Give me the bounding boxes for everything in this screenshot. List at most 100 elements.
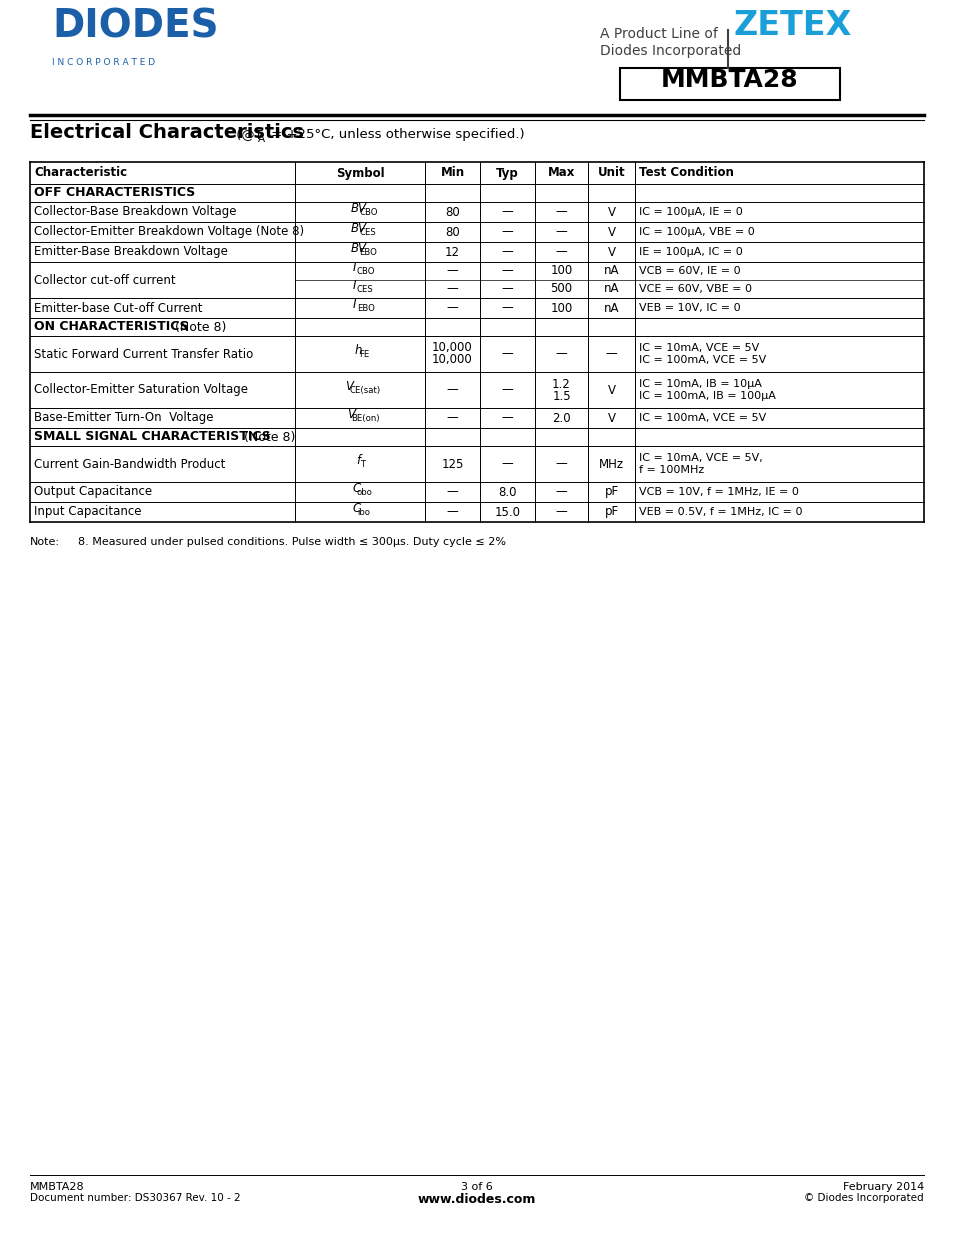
Text: —: — <box>605 347 617 361</box>
Text: CES: CES <box>356 285 373 294</box>
Text: 500: 500 <box>550 283 572 295</box>
Text: —: — <box>501 205 513 219</box>
Text: 80: 80 <box>445 226 459 238</box>
Text: A: A <box>257 135 265 144</box>
Text: BE(on): BE(on) <box>351 414 379 422</box>
Text: Base-Emitter Turn-On  Voltage: Base-Emitter Turn-On Voltage <box>34 411 213 425</box>
Text: T: T <box>360 459 365 469</box>
Text: = +25°C, unless otherwise specified.): = +25°C, unless otherwise specified.) <box>267 128 524 141</box>
Text: Document number: DS30367 Rev. 10 - 2: Document number: DS30367 Rev. 10 - 2 <box>30 1193 240 1203</box>
Text: 8.0: 8.0 <box>497 485 517 499</box>
Text: © Diodes Incorporated: © Diodes Incorporated <box>803 1193 923 1203</box>
Text: MMBTA28: MMBTA28 <box>660 68 798 91</box>
Text: Unit: Unit <box>598 167 624 179</box>
Text: 12: 12 <box>444 246 459 258</box>
Text: I: I <box>352 261 355 274</box>
Text: 3 of 6: 3 of 6 <box>460 1182 493 1192</box>
Text: Collector-Base Breakdown Voltage: Collector-Base Breakdown Voltage <box>34 205 236 219</box>
Text: —: — <box>501 347 513 361</box>
Text: —: — <box>555 457 567 471</box>
Text: (Note 8): (Note 8) <box>167 321 226 333</box>
Text: —: — <box>446 485 457 499</box>
Text: EBO: EBO <box>356 304 375 312</box>
Text: VCE = 60V, VBE = 0: VCE = 60V, VBE = 0 <box>639 284 751 294</box>
Text: 100: 100 <box>550 264 572 278</box>
Text: 8. Measured under pulsed conditions. Pulse width ≤ 300μs. Duty cycle ≤ 2%: 8. Measured under pulsed conditions. Pul… <box>78 537 505 547</box>
Text: IC = 10mA, VCE = 5V: IC = 10mA, VCE = 5V <box>639 343 759 353</box>
Text: V: V <box>607 205 615 219</box>
Text: V: V <box>607 384 615 396</box>
Text: —: — <box>501 246 513 258</box>
Text: VEB = 10V, IC = 0: VEB = 10V, IC = 0 <box>639 303 740 312</box>
Text: February 2014: February 2014 <box>841 1182 923 1192</box>
Text: (@T: (@T <box>232 128 262 141</box>
Text: Min: Min <box>440 167 464 179</box>
Text: —: — <box>555 205 567 219</box>
Text: OFF CHARACTERISTICS: OFF CHARACTERISTICS <box>34 186 195 200</box>
Text: IC = 100μA, IE = 0: IC = 100μA, IE = 0 <box>639 207 742 217</box>
Text: (Note 8): (Note 8) <box>235 431 295 443</box>
Text: IC = 10mA, VCE = 5V,: IC = 10mA, VCE = 5V, <box>639 453 762 463</box>
Text: —: — <box>446 505 457 519</box>
Text: IC = 10mA, IB = 10μA: IC = 10mA, IB = 10μA <box>639 379 761 389</box>
Text: 1.2: 1.2 <box>552 378 570 390</box>
Text: ZETEX: ZETEX <box>733 9 851 42</box>
Text: —: — <box>501 411 513 425</box>
Text: MHz: MHz <box>598 457 623 471</box>
Text: V: V <box>347 408 355 421</box>
Text: C: C <box>352 501 360 515</box>
Text: 100: 100 <box>550 301 572 315</box>
Text: IC = 100mA, IB = 100μA: IC = 100mA, IB = 100μA <box>639 391 775 401</box>
Text: 125: 125 <box>441 457 463 471</box>
Text: —: — <box>555 246 567 258</box>
Text: Test Condition: Test Condition <box>639 167 733 179</box>
Text: FE: FE <box>358 350 369 359</box>
Text: Symbol: Symbol <box>335 167 384 179</box>
Text: h: h <box>354 345 361 357</box>
Text: V: V <box>607 246 615 258</box>
Text: nA: nA <box>603 301 618 315</box>
Text: BV: BV <box>350 242 366 254</box>
Text: —: — <box>501 226 513 238</box>
Text: 1.5: 1.5 <box>552 389 570 403</box>
Text: 2.0: 2.0 <box>552 411 570 425</box>
Text: —: — <box>501 283 513 295</box>
Text: f: f <box>355 454 359 467</box>
Text: —: — <box>446 283 457 295</box>
Text: Emitter-Base Breakdown Voltage: Emitter-Base Breakdown Voltage <box>34 246 228 258</box>
Text: Characteristic: Characteristic <box>34 167 127 179</box>
Text: ibo: ibo <box>356 508 370 517</box>
Text: www.diodes.com: www.diodes.com <box>417 1193 536 1207</box>
Text: I N C O R P O R A T E D: I N C O R P O R A T E D <box>52 58 155 67</box>
Text: —: — <box>501 384 513 396</box>
Text: —: — <box>501 264 513 278</box>
Text: C: C <box>352 482 360 495</box>
Text: Collector-Emitter Breakdown Voltage (Note 8): Collector-Emitter Breakdown Voltage (Not… <box>34 226 304 238</box>
Text: BV: BV <box>350 203 366 215</box>
Text: MMBTA28: MMBTA28 <box>30 1182 85 1192</box>
Text: V: V <box>345 380 353 393</box>
Text: —: — <box>555 505 567 519</box>
Text: BV: BV <box>350 222 366 235</box>
Text: —: — <box>555 226 567 238</box>
Text: 10,000: 10,000 <box>432 353 473 367</box>
Text: Emitter-base Cut-off Current: Emitter-base Cut-off Current <box>34 301 202 315</box>
Text: V: V <box>607 411 615 425</box>
Text: pF: pF <box>604 485 618 499</box>
Text: VCB = 10V, f = 1MHz, IE = 0: VCB = 10V, f = 1MHz, IE = 0 <box>639 487 798 496</box>
Text: Diodes Incorporated: Diodes Incorporated <box>599 44 740 58</box>
Text: 10,000: 10,000 <box>432 342 473 354</box>
Text: Electrical Characteristics: Electrical Characteristics <box>30 124 304 142</box>
Text: VCB = 60V, IE = 0: VCB = 60V, IE = 0 <box>639 266 740 275</box>
Text: IE = 100μA, IC = 0: IE = 100μA, IC = 0 <box>639 247 742 257</box>
Text: A Product Line of: A Product Line of <box>599 27 717 41</box>
Text: CBO: CBO <box>358 207 377 217</box>
Text: Current Gain-Bandwidth Product: Current Gain-Bandwidth Product <box>34 457 225 471</box>
Text: V: V <box>607 226 615 238</box>
Text: CE(sat): CE(sat) <box>350 387 380 395</box>
Text: —: — <box>446 301 457 315</box>
Text: —: — <box>446 264 457 278</box>
Text: 80: 80 <box>445 205 459 219</box>
Text: nA: nA <box>603 264 618 278</box>
Text: Output Capacitance: Output Capacitance <box>34 485 152 499</box>
